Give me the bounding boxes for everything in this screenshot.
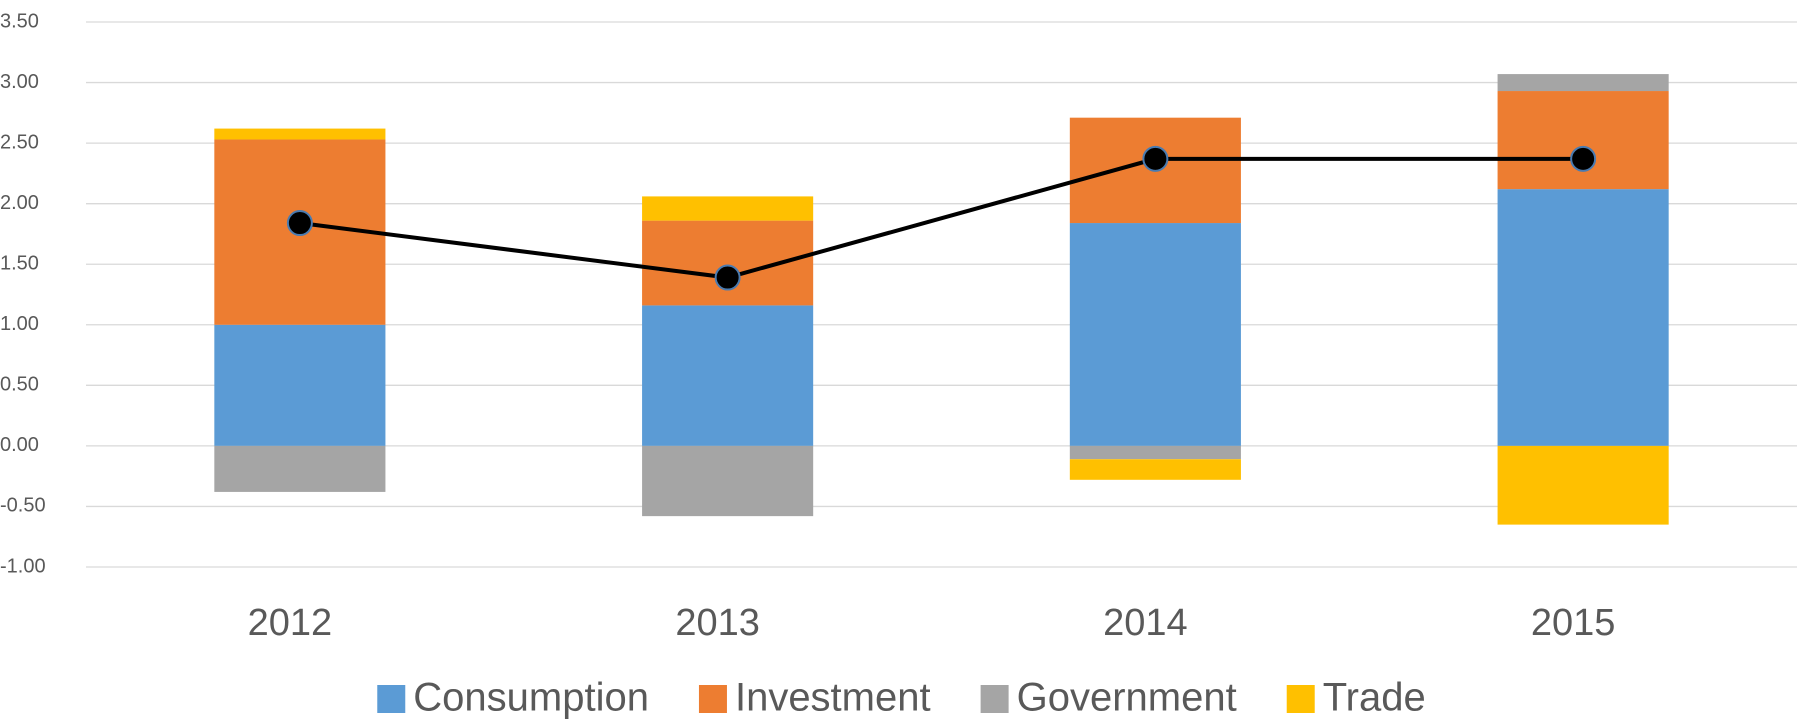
y-tick-label: -1.00 <box>0 555 46 577</box>
bar-segment <box>642 196 814 221</box>
bar-segment <box>642 305 814 446</box>
bar-segment <box>1069 223 1241 446</box>
bar-segment <box>1497 445 1669 525</box>
x-tick-label: 2012 <box>248 602 333 644</box>
bar-segment <box>214 324 386 446</box>
x-tick-label: 2015 <box>1531 602 1616 644</box>
y-tick-label: 1.00 <box>0 313 39 335</box>
y-tick-label: 0.00 <box>0 434 39 456</box>
y-tick-label: 1.50 <box>0 253 39 275</box>
bar-segment <box>1069 445 1241 460</box>
legend-label: Trade <box>1323 676 1426 720</box>
legend-swatch <box>1286 685 1315 713</box>
y-tick-label: 3.50 <box>0 10 39 32</box>
legend-swatch <box>698 685 727 713</box>
legend-label: Government <box>1017 676 1237 720</box>
x-tick-label: 2013 <box>675 602 760 644</box>
bar-segment <box>214 128 386 140</box>
bar-segment <box>214 445 386 492</box>
bar-segment <box>1069 459 1241 480</box>
line-marker <box>1142 145 1169 172</box>
y-tick-label: 0.50 <box>0 374 39 396</box>
x-tick-label: 2014 <box>1103 602 1188 644</box>
bar-segment <box>1497 189 1669 446</box>
y-tick-label: 3.00 <box>0 71 39 93</box>
bar-segment <box>1497 91 1669 190</box>
legend-label: Investment <box>735 676 931 720</box>
legend-swatch <box>377 685 406 713</box>
line-marker <box>286 210 313 237</box>
y-tick-label: 2.00 <box>0 192 39 214</box>
line <box>299 156 1584 280</box>
legend-swatch <box>980 685 1009 713</box>
line-marker <box>1570 145 1597 172</box>
bar-segment <box>1497 74 1669 92</box>
bar-segment <box>642 445 814 517</box>
y-tick-label: 2.50 <box>0 131 39 153</box>
y-tick-label: -0.50 <box>0 495 46 517</box>
bar-segment <box>642 220 814 306</box>
line-marker <box>714 264 741 291</box>
legend-label: Consumption <box>413 676 649 720</box>
